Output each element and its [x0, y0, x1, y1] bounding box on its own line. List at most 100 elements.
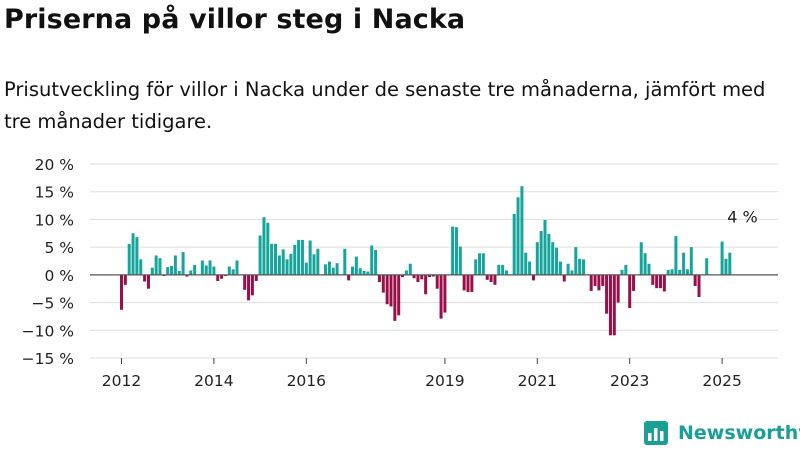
- bar: [366, 271, 370, 275]
- bar: [412, 274, 416, 279]
- bar: [454, 227, 458, 275]
- y-tick-label: 0 %: [44, 267, 74, 285]
- bar-chart-logo-icon: [644, 421, 668, 445]
- bar: [123, 274, 127, 285]
- bar: [154, 255, 158, 275]
- bar: [204, 265, 208, 275]
- bar: [443, 274, 447, 313]
- bar: [574, 247, 578, 275]
- brand-name: Newsworthy: [678, 422, 800, 444]
- bar: [439, 274, 443, 319]
- bar: [235, 260, 239, 275]
- chart-title: Priserna på villor steg i Nacka: [4, 4, 466, 35]
- bar: [304, 262, 308, 275]
- bar: [181, 252, 185, 275]
- bar: [581, 259, 586, 275]
- bar: [666, 269, 670, 275]
- bar: [354, 256, 358, 275]
- bar: [231, 269, 235, 275]
- bar: [377, 274, 381, 283]
- bar: [227, 266, 231, 275]
- bar: [612, 274, 616, 336]
- bar: [408, 263, 412, 275]
- bar: [685, 269, 689, 275]
- bar: [535, 242, 539, 275]
- bar: [539, 231, 543, 275]
- bar: [474, 259, 478, 275]
- bar: [462, 274, 466, 291]
- bar: [166, 267, 170, 275]
- bar: [254, 274, 258, 281]
- bar: [435, 274, 439, 289]
- bar: [485, 274, 489, 280]
- bar: [674, 236, 678, 275]
- bar: [404, 270, 408, 275]
- chart-subtitle: Prisutveckling för villor i Nacka under …: [4, 78, 766, 133]
- bar: [555, 247, 559, 275]
- bar: [520, 186, 524, 275]
- bar: [547, 233, 551, 275]
- bar: [720, 241, 724, 275]
- bar: [693, 274, 697, 286]
- bar: [270, 243, 274, 275]
- bar: [466, 274, 470, 293]
- bar: [289, 253, 293, 275]
- bar: [651, 274, 655, 285]
- bar: [189, 270, 193, 275]
- bar: [335, 263, 339, 275]
- bar: [632, 274, 636, 291]
- bar: [401, 274, 405, 278]
- bar-series: [119, 186, 732, 336]
- bar: [158, 258, 162, 275]
- bar: [216, 274, 220, 281]
- bar: [689, 247, 693, 275]
- bar: [135, 237, 139, 275]
- newsworthy-logo: Newsworthy: [644, 420, 800, 446]
- bar: [478, 253, 482, 275]
- bar: [127, 243, 131, 275]
- bar: [243, 274, 247, 290]
- bar: [589, 274, 593, 291]
- bar: [504, 270, 509, 275]
- y-tick-label: −10 %: [22, 322, 74, 340]
- bar: [347, 274, 351, 281]
- bar: [285, 259, 289, 275]
- bar: [543, 219, 547, 275]
- bar: [431, 274, 435, 277]
- bar: [362, 270, 366, 275]
- bar: [381, 274, 385, 293]
- bar: [208, 260, 212, 275]
- bar: [143, 274, 147, 282]
- bar: [562, 274, 566, 282]
- bar: [146, 274, 150, 289]
- bar: [728, 252, 732, 275]
- bar: [273, 243, 278, 275]
- bar: [170, 265, 174, 275]
- bar: [427, 274, 432, 278]
- x-tick-label: 2021: [518, 372, 557, 390]
- bar: [316, 248, 320, 275]
- bar: [481, 253, 485, 275]
- bar: [647, 263, 651, 275]
- bar: [470, 274, 474, 293]
- bar: [131, 233, 135, 275]
- bar: [597, 274, 601, 291]
- bar: [424, 274, 428, 295]
- bar: [324, 264, 328, 275]
- x-axis: 2012 2014 2016 2019 2021 2023 2025: [102, 358, 742, 390]
- bar: [262, 217, 266, 275]
- bar: [570, 270, 574, 275]
- bar: [628, 274, 632, 309]
- bar: [682, 252, 686, 275]
- bar: [678, 269, 682, 275]
- bar: [200, 260, 204, 275]
- bar: [212, 266, 216, 275]
- bar: [670, 269, 674, 275]
- bar: [524, 252, 528, 275]
- bar: [420, 274, 424, 280]
- y-tick-label: 15 %: [35, 184, 74, 202]
- bar: [281, 249, 285, 275]
- bar: [458, 246, 462, 275]
- bar: [185, 274, 189, 277]
